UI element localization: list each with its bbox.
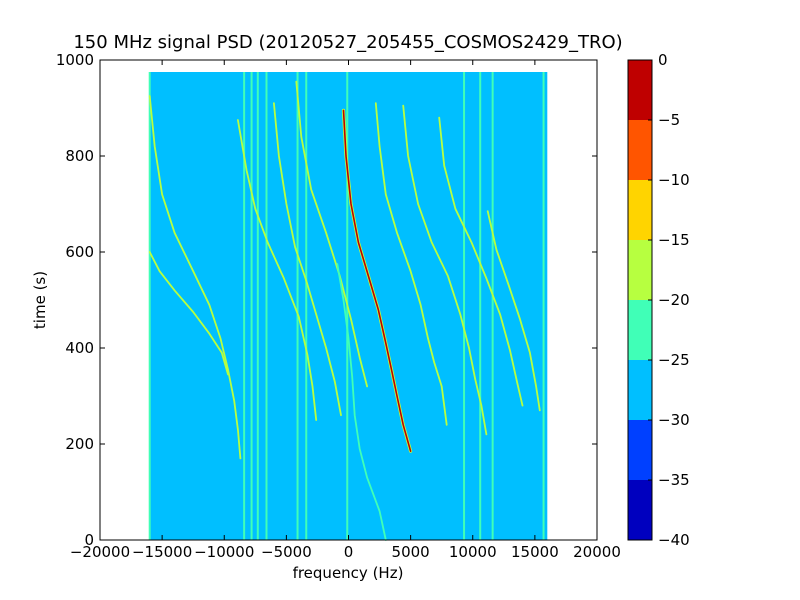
doppler-trace-9 — [486, 210, 541, 412]
doppler-trace-4 — [295, 80, 368, 388]
y-tick-label: 800 — [65, 147, 94, 165]
plot-area: −20000 −15000 −10000 −5000 0 5000 10000 15000 20… — [56, 51, 621, 561]
colorbar-band-6 — [628, 120, 652, 180]
colorbar-band-1 — [628, 420, 652, 480]
colorbar: 0 −5 −10 −15 −20 −25 −30 −35 −40 — [627, 51, 690, 549]
colorbar-tick-label: −20 — [658, 291, 690, 309]
doppler-trace-5 — [342, 109, 412, 452]
doppler-trace-6 — [374, 102, 448, 426]
x-tick-label: 5000 — [392, 543, 430, 561]
y-axis-label: time (s) — [31, 271, 49, 329]
x-tick-label: 20000 — [573, 543, 621, 561]
colorbar-tick-label: −40 — [658, 531, 690, 549]
colorbar-band-7 — [628, 60, 652, 120]
x-tick-label: −10000 — [194, 543, 254, 561]
colorbar-band-2 — [628, 360, 652, 420]
y-axis-ticks: 0 200 400 600 800 1000 — [56, 51, 597, 549]
y-tick-label: 400 — [65, 339, 94, 357]
x-tick-label: −20000 — [70, 543, 130, 561]
x-tick-label: −15000 — [132, 543, 192, 561]
x-axis-ticks: −20000 −15000 −10000 −5000 0 5000 10000 15000 20… — [70, 60, 621, 561]
x-tick-label: −5000 — [261, 543, 312, 561]
plot-frame — [99, 59, 598, 541]
colorbar-tick-label: −5 — [658, 111, 680, 129]
heatmap-layer — [148, 72, 548, 541]
colorbar-band-0 — [628, 480, 652, 540]
colorbar-band-4 — [628, 240, 652, 300]
chart-title: 150 MHz signal PSD (20120527_205455_COSM… — [73, 32, 622, 53]
doppler-trace-3 — [273, 102, 342, 417]
colorbar-tick-label: −15 — [658, 231, 690, 249]
x-axis-label: frequency (Hz) — [293, 564, 404, 582]
colorbar-bands — [628, 60, 652, 540]
doppler-trace-1 — [148, 95, 242, 460]
y-tick-label: 200 — [65, 435, 94, 453]
x-tick-label: 0 — [344, 543, 354, 561]
colorbar-frame — [627, 59, 653, 541]
colorbar-band-3 — [628, 300, 652, 360]
doppler-trace-8 — [438, 116, 524, 407]
y-tick-label: 1000 — [56, 51, 94, 69]
colorbar-band-5 — [628, 180, 652, 240]
y-tick-label: 600 — [65, 243, 94, 261]
colorbar-tick-label: −10 — [658, 171, 690, 189]
doppler-trace-7 — [402, 104, 488, 436]
x-tick-label: 10000 — [449, 543, 497, 561]
colorbar-tick-label: 0 — [658, 51, 668, 69]
colorbar-tick-label: −25 — [658, 351, 690, 369]
doppler-trace-10 — [336, 263, 387, 541]
colorbar-ticks: 0 −5 −10 −15 −20 −25 −30 −35 −40 — [648, 51, 690, 549]
colorbar-tick-label: −35 — [658, 471, 690, 489]
doppler-trace-0 — [148, 251, 229, 376]
doppler-trace-2 — [237, 119, 318, 421]
colorbar-tick-label: −30 — [658, 411, 690, 429]
x-tick-label: 15000 — [511, 543, 559, 561]
y-tick-label: 0 — [84, 531, 94, 549]
